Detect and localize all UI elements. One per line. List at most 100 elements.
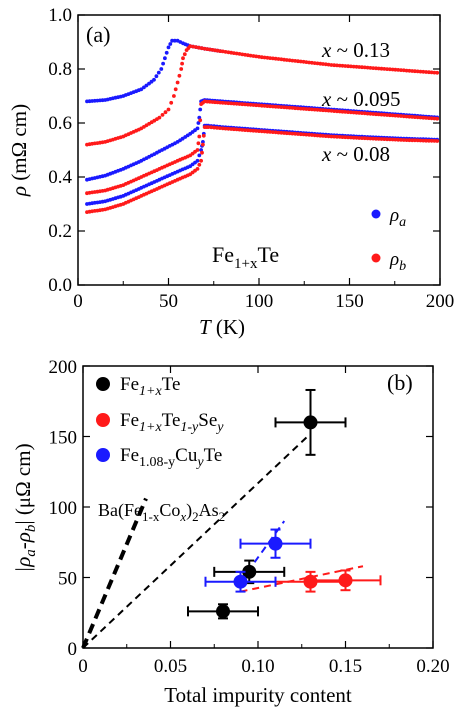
curve-1-point xyxy=(237,52,242,56)
curve-1-point xyxy=(251,54,256,58)
panel-b-xtick-label: 0.20 xyxy=(416,656,449,677)
curve-3-point xyxy=(259,103,264,108)
curve-1-point xyxy=(410,69,415,73)
curve-1-point xyxy=(346,64,350,69)
curve-3-point xyxy=(220,100,225,105)
curve-5-point xyxy=(195,167,200,171)
panel-a: 0 50 100 150 200 0.0 0.2 0.4 0.6 0.8 1.0 (a) x ~ 0… xyxy=(7,5,454,339)
curve-0-point xyxy=(168,42,173,46)
curve-3-point xyxy=(346,110,350,114)
curve-1-point xyxy=(332,63,337,68)
panel-a-ytick-label: 0.2 xyxy=(48,221,72,242)
curve-3-point xyxy=(251,103,256,107)
curve-5-point xyxy=(215,126,219,130)
panel-b-ytick-label: 100 xyxy=(49,498,78,519)
curve-3-point xyxy=(321,108,325,113)
curve-1-point xyxy=(310,60,314,65)
curve-5-point xyxy=(357,136,362,140)
curve-5-point xyxy=(429,138,434,143)
curve-3-point xyxy=(307,107,311,112)
legend-b-fe1xtese-part1: Fe xyxy=(120,410,139,431)
curve-3-point xyxy=(368,111,373,116)
curve-3-point xyxy=(382,112,387,117)
curve-0-point xyxy=(159,67,164,71)
curve-1-point xyxy=(326,62,331,67)
curve-5-point xyxy=(312,133,317,138)
panel-a-ytick-label: 0.4 xyxy=(48,167,72,188)
panel-a-xtick-label: 50 xyxy=(159,291,178,312)
panel-a-ylabel-var: ρ xyxy=(7,186,31,197)
legend-b-fe1xtese-part2: 1+x xyxy=(139,420,162,435)
curve-3-point xyxy=(262,104,267,108)
curve-3-point xyxy=(323,108,328,113)
curve-1-point xyxy=(312,61,317,65)
curve-1-point xyxy=(407,68,412,73)
curve-1-point xyxy=(226,50,231,55)
curve-1-point xyxy=(163,110,168,115)
curve-1-point xyxy=(396,68,401,72)
curve-1-point xyxy=(293,59,298,63)
legend-b-fecute-part3: Cu xyxy=(175,445,198,466)
curve-5-point xyxy=(290,131,295,136)
curve-3-point xyxy=(197,134,202,139)
curve-1-point xyxy=(351,64,356,69)
curve-1-point xyxy=(197,45,201,50)
curve-5-point xyxy=(310,133,314,137)
curve-1-point xyxy=(268,56,272,60)
panel-b-ytick-label: 200 xyxy=(49,357,78,378)
panel-b-xtick-label: 0 xyxy=(78,656,88,677)
fit-line-3 xyxy=(240,565,364,593)
curve-5-point xyxy=(246,128,250,133)
curve-1-point xyxy=(296,59,300,64)
curve-5-point xyxy=(209,125,214,130)
curve-1-point xyxy=(379,66,384,71)
curve-3-point xyxy=(310,107,314,112)
curve-1-point xyxy=(385,67,389,71)
curve-5-point xyxy=(368,136,373,141)
panel-a-ytick-label: 0.6 xyxy=(48,113,72,134)
curve-1-point xyxy=(432,70,437,75)
curve-3-point xyxy=(432,116,437,121)
curve-1-point xyxy=(273,56,278,61)
curve-1-point xyxy=(220,49,225,54)
data-point-series-0-1 xyxy=(242,564,257,579)
curve-1-point xyxy=(315,61,320,66)
curve-1-point xyxy=(257,54,261,59)
legend-b-fe1xte-part1: Fe xyxy=(120,374,139,395)
curve-3-point xyxy=(229,101,234,106)
curve-1-point xyxy=(298,59,303,64)
curve-5-point xyxy=(315,133,320,138)
curve-3-point xyxy=(376,112,381,117)
curve-5-point xyxy=(234,127,239,132)
ba-sub3: 2 xyxy=(192,509,199,524)
curve-5-point xyxy=(413,138,417,143)
curve-3-point xyxy=(296,106,300,111)
panel-a-xlabel-unit: (K) xyxy=(211,315,245,339)
legend-b-fecute-part1: Fe xyxy=(120,445,139,466)
panel-a-ylabel: ρ (mΩ cm) xyxy=(7,104,31,197)
curve-5-point xyxy=(237,127,242,132)
annotation-x008-var: x xyxy=(321,142,332,166)
curve-1-point xyxy=(390,67,395,72)
curve-1-point xyxy=(343,64,348,68)
legend-rho-b-symbol: ρ xyxy=(389,249,399,270)
curve-5-point xyxy=(212,125,217,130)
curve-1-point xyxy=(393,67,398,72)
curve-3-point xyxy=(293,106,298,111)
curve-1-point xyxy=(427,70,431,75)
ba-sub2: x xyxy=(179,509,186,524)
curve-3-point xyxy=(304,107,309,111)
panel-b-ylabel-p1: |ρ xyxy=(11,557,35,573)
curve-3-point xyxy=(234,101,239,106)
curve-1-point xyxy=(276,57,281,61)
panel-b-ylabel: |ρa-ρb| (μΩ cm) xyxy=(11,443,39,572)
curve-5-point xyxy=(432,139,437,143)
panel-a-ytick-label: 1.0 xyxy=(48,5,72,26)
curve-3-point xyxy=(379,112,384,117)
curve-3-point xyxy=(435,116,440,121)
curve-5-point xyxy=(435,139,440,143)
curve-3-point xyxy=(279,105,284,109)
curve-5-point xyxy=(201,142,205,147)
curve-5-point xyxy=(427,138,431,143)
